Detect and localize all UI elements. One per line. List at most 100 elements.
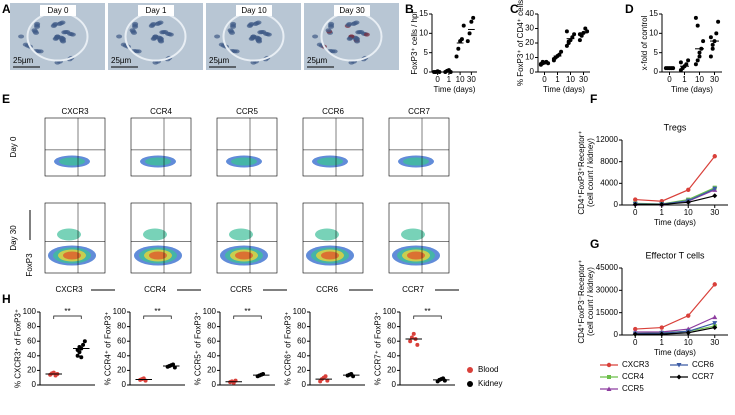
y-tick-label: 12000 [596, 135, 619, 144]
nucleus [230, 21, 237, 26]
scale-label: 25µm [209, 56, 230, 65]
x-tick-label: 30 [710, 75, 719, 84]
image-label: Day 1 [146, 6, 167, 15]
y-tick-label: 0 [614, 200, 619, 209]
data-point [459, 37, 464, 42]
marker [633, 197, 638, 202]
nucleus [132, 21, 139, 26]
y-tick-label: 20 [297, 366, 306, 375]
nucleus [354, 36, 361, 41]
receptor-label: CCR6 [322, 107, 344, 116]
receptor-label: CCR4 [150, 107, 172, 116]
marker [686, 187, 691, 193]
label-bg [40, 5, 76, 16]
data-point [695, 23, 700, 28]
marker [632, 201, 638, 207]
flow-plot [302, 117, 364, 177]
data-point [469, 19, 474, 24]
legend-label: CCR5 [622, 384, 644, 393]
significance: ** [154, 307, 160, 316]
series-line [635, 195, 715, 206]
data-point [323, 374, 328, 379]
y-tick-label: 100 [383, 307, 397, 316]
flow-density [149, 251, 167, 260]
significance-bracket [143, 315, 172, 319]
flow-density [407, 251, 425, 260]
flow-density [401, 228, 425, 241]
flow-density [57, 228, 81, 241]
data-point [566, 39, 571, 44]
y-tick-label: 5 [654, 48, 659, 57]
marker [632, 331, 638, 337]
series-line [635, 316, 715, 333]
data-point [454, 54, 459, 59]
panel-label: D [625, 2, 634, 16]
data-point [710, 46, 715, 51]
x-tick-label: 10 [684, 208, 693, 217]
nucleus [312, 34, 319, 39]
receptor-axis-label: CCR4 [144, 285, 166, 294]
data-point [708, 35, 713, 40]
panel-label: H [2, 292, 11, 306]
y-tick-label: 0 [654, 67, 659, 76]
y-tick-label: 20 [387, 366, 396, 375]
marker [606, 386, 612, 391]
flow-density [315, 228, 339, 241]
nucleus [52, 36, 59, 41]
y-tick-label: 60 [387, 336, 396, 345]
data-point [551, 56, 556, 61]
data-point [716, 19, 721, 24]
flow-density [229, 228, 253, 241]
nucleus [363, 32, 370, 37]
y-tick-label: 20 [117, 366, 126, 375]
data-point [577, 38, 582, 43]
label-bg [236, 5, 272, 16]
legend-marker [467, 381, 473, 387]
x-tick-label: 10 [695, 75, 704, 84]
data-point [710, 42, 715, 47]
significance: ** [244, 307, 250, 316]
marker [606, 362, 612, 368]
nucleus [260, 29, 267, 34]
data-point [415, 342, 420, 347]
marker [712, 193, 718, 199]
data-point [564, 29, 569, 34]
y-tick-label: 15 [419, 9, 428, 18]
y-axis-label: % CCR6⁺ of FoxP3⁺ [283, 312, 292, 386]
nucleus [316, 42, 323, 47]
data-point [572, 32, 577, 37]
y-axis-label: CD4⁺FoxP3⁺Receptor⁺ [577, 130, 586, 214]
y-tick-label: 10 [525, 53, 534, 62]
nucleus [152, 60, 159, 65]
series-line [635, 155, 716, 202]
y-tick-label: 20 [525, 38, 534, 47]
scale-label: 25µm [307, 56, 328, 65]
x-tick-label: 10 [456, 75, 465, 84]
x-tick-label: 30 [710, 208, 719, 217]
y-tick-label: 45000 [596, 263, 619, 272]
marker [659, 325, 664, 330]
panel-label: G [590, 237, 599, 251]
receptor-axis-label: CCR5 [230, 285, 252, 294]
x-tick-label: 1 [682, 75, 687, 84]
flow-density [231, 157, 257, 166]
nucleus [158, 36, 165, 41]
image-label: Day 10 [241, 6, 267, 15]
x-tick-label: 0 [435, 75, 440, 84]
nucleus [150, 21, 157, 26]
marker [712, 321, 718, 326]
y-tick-label: 100 [293, 307, 307, 316]
x-axis-label: Time (days) [434, 85, 476, 94]
x-tick-label: 30 [579, 75, 588, 84]
nucleus [328, 21, 335, 26]
legend-label: CCR6 [692, 360, 714, 369]
significance-bracket [413, 315, 442, 319]
y-axis-label: % CCR4⁺ of FoxP3⁺ [103, 312, 112, 386]
y-tick-label: 60 [207, 336, 216, 345]
y-tick-label: 20 [27, 366, 36, 375]
receptor-label: CXCR3 [61, 107, 89, 116]
panel-label: A [2, 2, 11, 16]
panel-label: B [405, 2, 414, 16]
y-tick-label: 100 [23, 307, 37, 316]
nucleus [346, 36, 353, 41]
